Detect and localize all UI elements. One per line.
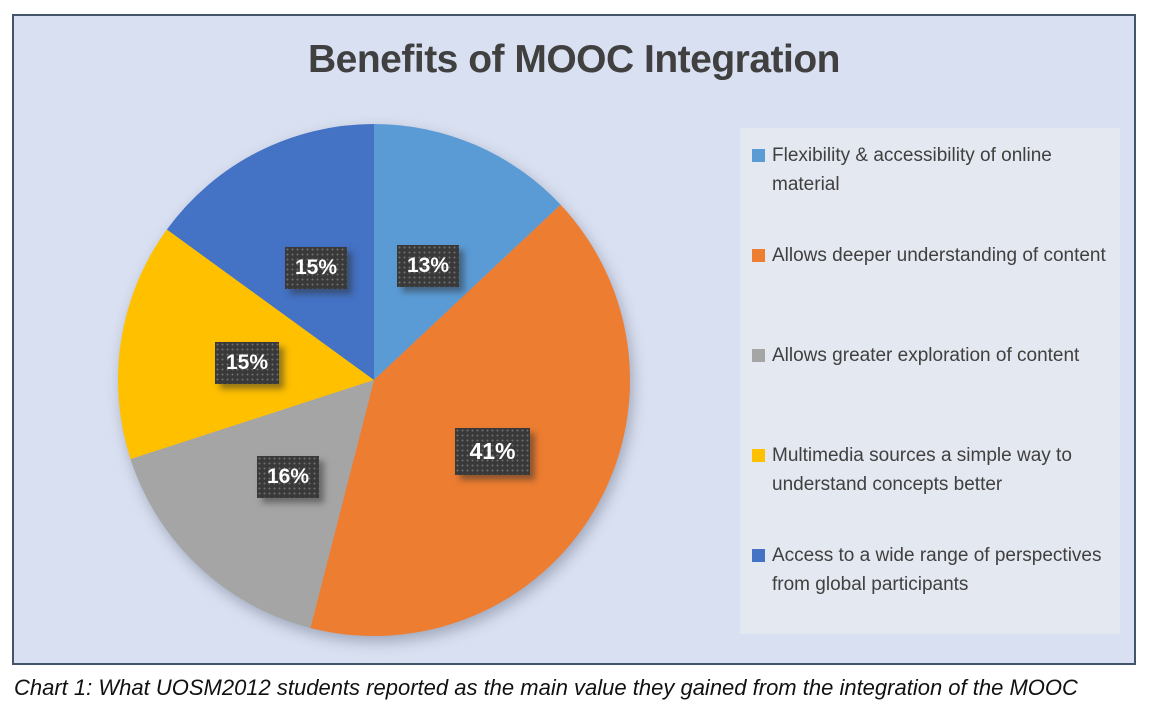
pie-slice <box>310 204 631 637</box>
legend-label: Multimedia sources a simple way to under… <box>772 445 1072 495</box>
slice-data-label: 41% <box>455 428 530 475</box>
legend-label: Allows deeper understanding of content <box>772 245 1106 266</box>
legend-swatch-icon <box>752 149 765 162</box>
slice-data-label: 15% <box>215 342 279 384</box>
legend-label: Access to a wide range of perspectives f… <box>772 545 1102 595</box>
pie-slice <box>374 124 561 380</box>
chart-frame: Benefits of MOOC Integration 13% 41% 16%… <box>12 14 1136 665</box>
legend-item: Allows deeper understanding of content <box>752 241 1110 341</box>
chart-legend: Flexibility & accessibility of online ma… <box>740 128 1120 634</box>
pie-slice <box>166 124 374 380</box>
legend-label: Allows greater exploration of content <box>772 345 1080 366</box>
legend-item: Allows greater exploration of content <box>752 341 1110 441</box>
legend-item: Flexibility & accessibility of online ma… <box>752 141 1110 241</box>
legend-swatch-icon <box>752 449 765 462</box>
legend-swatch-icon <box>752 549 765 562</box>
slice-data-label: 15% <box>285 247 347 289</box>
legend-swatch-icon <box>752 349 765 362</box>
legend-item: Multimedia sources a simple way to under… <box>752 441 1110 541</box>
legend-swatch-icon <box>752 249 765 262</box>
pie-slice <box>130 380 374 628</box>
slice-data-label: 13% <box>397 245 459 287</box>
pie-chart <box>118 124 631 637</box>
legend-item: Access to a wide range of perspectives f… <box>752 541 1110 599</box>
chart-caption: Chart 1: What UOSM2012 students reported… <box>14 675 1078 700</box>
legend-label: Flexibility & accessibility of online ma… <box>772 145 1052 195</box>
slice-data-label: 16% <box>257 456 319 498</box>
chart-title: Benefits of MOOC Integration <box>308 38 841 81</box>
